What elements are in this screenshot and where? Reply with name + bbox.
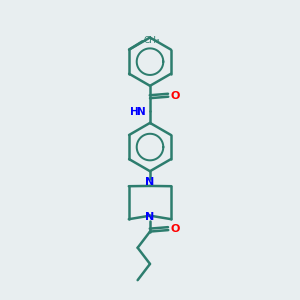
Text: O: O bbox=[170, 224, 180, 235]
Text: CH₃: CH₃ bbox=[143, 36, 160, 45]
Text: O: O bbox=[170, 91, 180, 101]
Text: N: N bbox=[137, 107, 146, 117]
Text: H: H bbox=[130, 107, 139, 117]
Text: N: N bbox=[146, 176, 154, 187]
Text: N: N bbox=[146, 212, 154, 222]
